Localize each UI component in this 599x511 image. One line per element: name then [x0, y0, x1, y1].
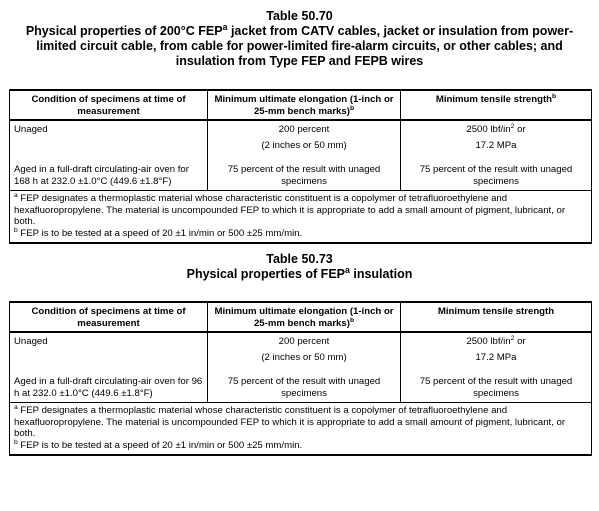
table-number: Table 50.70	[266, 9, 333, 23]
footnote-a: a FEP designates a thermoplastic materia…	[14, 191, 566, 227]
table-caption: Physical properties of FEPa insulation	[0, 264, 599, 282]
table-row: Unaged 200 percent (2 inches or 50 mm) 2…	[9, 119, 592, 152]
cell-condition-aged: Aged in a full-draft circulating-air ove…	[9, 152, 208, 191]
table-header-row: Condition of specimens at time of measur…	[9, 301, 592, 333]
table-notes: a FEP designates a thermoplastic materia…	[9, 190, 592, 244]
header-tensile: Minimum tensile strength	[400, 301, 592, 333]
table-50-70: Condition of specimens at time of measur…	[9, 89, 592, 244]
footnote-b: b FEP is to be tested at a speed of 20 ±…	[14, 226, 303, 239]
header-condition: Condition of specimens at time of measur…	[9, 89, 208, 121]
cell-tensile-unaged: 2500 lbf/in2 or 17.2 MPa	[400, 119, 592, 152]
table-notes-row: a FEP designates a thermoplastic materia…	[9, 402, 592, 456]
caption-part-2: insulation	[349, 267, 413, 281]
cell-elongation-aged: 75 percent of the result with unaged spe…	[207, 152, 401, 191]
table-50-70-title: Table 50.70 Physical properties of 200°C…	[0, 0, 599, 69]
header-elongation: Minimum ultimate elongation (1-inch or 2…	[207, 89, 401, 121]
cell-condition-unaged: Unaged	[9, 119, 208, 152]
caption-footnote-mark: a	[222, 21, 228, 32]
cell-tensile-aged: 75 percent of the result with unaged spe…	[400, 364, 592, 403]
cell-tensile-aged: 75 percent of the result with unaged spe…	[400, 152, 592, 191]
table-notes-row: a FEP designates a thermoplastic materia…	[9, 190, 592, 244]
cell-tensile-unaged: 2500 lbf/in2 or 17.2 MPa	[400, 331, 592, 364]
table-row: Unaged 200 percent (2 inches or 50 mm) 2…	[9, 331, 592, 364]
caption-part-2: jacket from CATV cables, jacket or insul…	[36, 24, 574, 68]
cell-condition-aged: Aged in a full-draft circulating-air ove…	[9, 364, 208, 403]
table-50-73: Condition of specimens at time of measur…	[9, 301, 592, 456]
table-header-row: Condition of specimens at time of measur…	[9, 89, 592, 121]
cell-elongation-unaged: 200 percent (2 inches or 50 mm)	[207, 119, 401, 152]
table-row: Aged in a full-draft circulating-air ove…	[9, 364, 592, 403]
table-number: Table 50.73	[266, 252, 333, 266]
cell-elongation-aged: 75 percent of the result with unaged spe…	[207, 364, 401, 403]
header-tensile: Minimum tensile strengthb	[400, 89, 592, 121]
table-50-73-title: Table 50.73 Physical properties of FEPa …	[0, 252, 599, 282]
caption-footnote-mark: a	[345, 264, 350, 275]
caption-part-1: Physical properties of 200°C FEP	[25, 24, 223, 38]
footnote-b: b FEP is to be tested at a speed of 20 ±…	[14, 438, 303, 451]
header-elongation: Minimum ultimate elongation (1-inch or 2…	[207, 301, 401, 333]
table-caption: Physical properties of 200°C FEPa jacket…	[0, 21, 599, 69]
table-row: Aged in a full-draft circulating-air ove…	[9, 152, 592, 191]
cell-condition-unaged: Unaged	[9, 331, 208, 364]
cell-elongation-unaged: 200 percent (2 inches or 50 mm)	[207, 331, 401, 364]
footnote-a: a FEP designates a thermoplastic materia…	[14, 403, 566, 439]
header-condition: Condition of specimens at time of measur…	[9, 301, 208, 333]
table-notes: a FEP designates a thermoplastic materia…	[9, 402, 592, 456]
caption-part-1: Physical properties of FEP	[186, 267, 345, 281]
